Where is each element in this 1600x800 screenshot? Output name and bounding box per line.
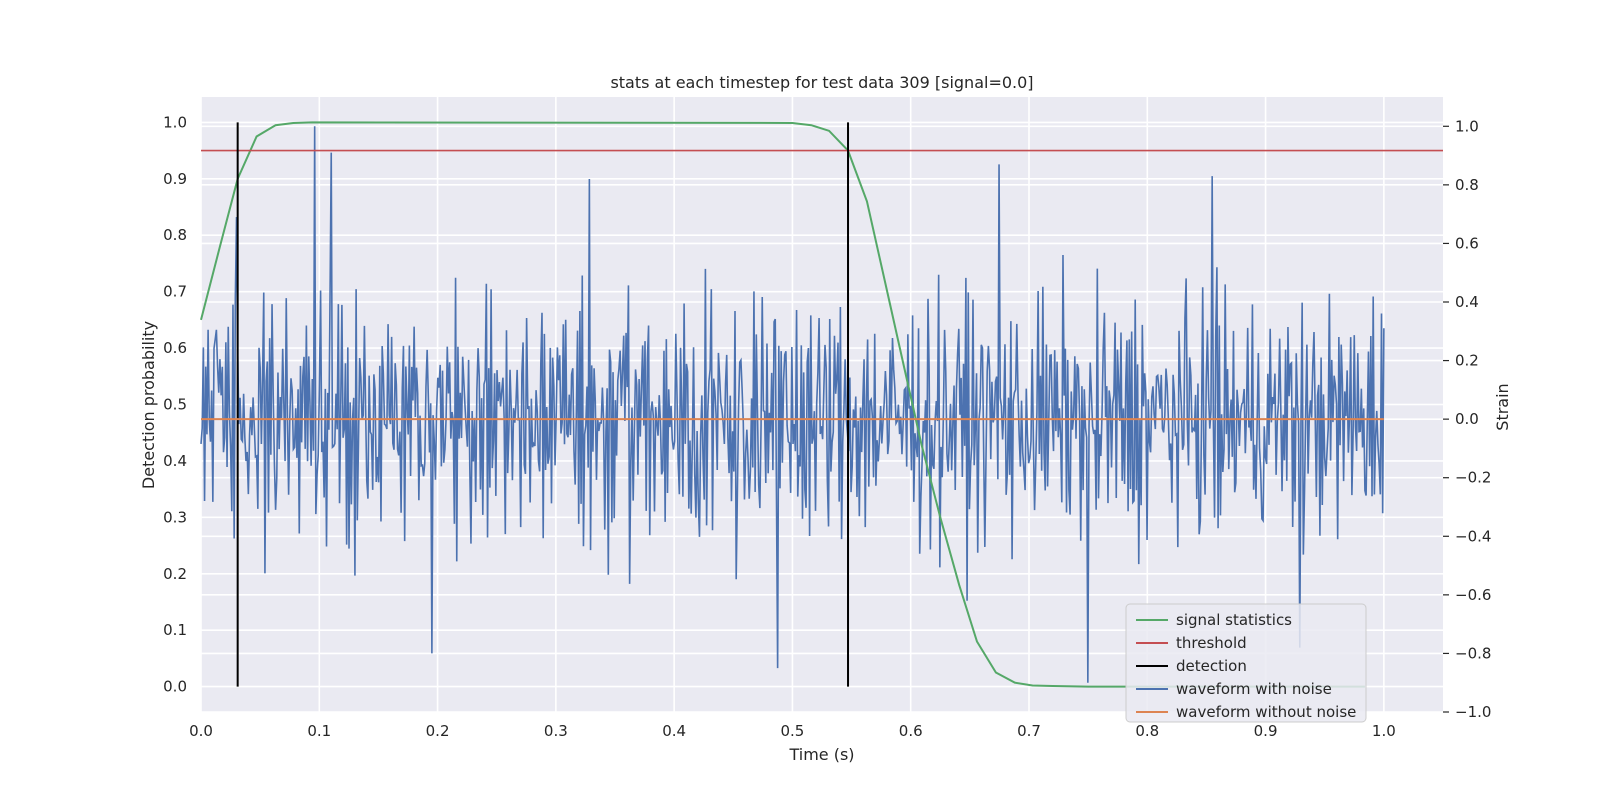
- x-tick-label: 0.8: [1135, 722, 1159, 740]
- y-tick-label-right: −0.2: [1455, 469, 1491, 487]
- legend-entry: waveform with noise: [1176, 680, 1332, 698]
- y-tick-label-right: 0.2: [1455, 352, 1479, 370]
- y-tick-label-left: 0.7: [163, 283, 187, 301]
- y-tick-label-right: 0.8: [1455, 176, 1479, 194]
- legend-entry: signal statistics: [1176, 611, 1292, 629]
- ticks: 0.0 0.1 0.2 0.3 0.4 0.5 0.6 0.7 0.8 0.9 1.0 0.0 0.1 0…: [163, 113, 1491, 740]
- waveform-with-noise-line: [200, 126, 1385, 683]
- y-tick-label-right: −0.4: [1455, 527, 1491, 545]
- y-tick-label-right: −0.8: [1455, 644, 1491, 662]
- y-tick-label-left: 0.9: [163, 170, 187, 188]
- y-tick-label-left: 0.0: [163, 678, 187, 696]
- x-tick-label: 0.3: [544, 722, 568, 740]
- legend-entry: threshold: [1176, 634, 1247, 652]
- legend: signal statistics threshold detection wavef…: [1125, 603, 1367, 723]
- x-tick-label: 1.0: [1372, 722, 1396, 740]
- y-tick-label-left: 0.4: [163, 452, 187, 470]
- x-tick-label: 0.9: [1254, 722, 1278, 740]
- x-axis-label: Time (s): [788, 745, 854, 764]
- x-tick-label: 0.6: [899, 722, 923, 740]
- y-tick-label-right: 0.0: [1455, 410, 1479, 428]
- legend-box: [1125, 603, 1367, 723]
- y-tick-label-right: 0.6: [1455, 234, 1479, 252]
- legend-entry: waveform without noise: [1176, 703, 1356, 721]
- legend-entry: detection: [1176, 657, 1247, 675]
- y-tick-label-left: 0.6: [163, 339, 187, 357]
- series-layer: [200, 121, 1443, 688]
- y-tick-label-left: 0.5: [163, 396, 187, 414]
- x-tick-label: 0.0: [189, 722, 213, 740]
- y-tick-label-right: −0.6: [1455, 586, 1491, 604]
- y-tick-label-left: 0.8: [163, 226, 187, 244]
- y-tick-label-right: 0.4: [1455, 293, 1479, 311]
- x-tick-label: 0.7: [1017, 722, 1041, 740]
- y-axis-label-right: Strain: [1493, 383, 1512, 430]
- signal-statistics-line: [200, 121, 1365, 688]
- chart-title: stats at each timestep for test data 309…: [610, 73, 1033, 92]
- x-tick-label: 0.1: [307, 722, 331, 740]
- y-tick-label-left: 0.1: [163, 621, 187, 639]
- y-tick-label-left: 0.3: [163, 508, 187, 526]
- y-tick-label-left: 1.0: [163, 113, 187, 131]
- x-tick-label: 0.4: [662, 722, 686, 740]
- x-tick-label: 0.5: [780, 722, 804, 740]
- y-tick-label-right: −1.0: [1455, 703, 1491, 721]
- y-tick-label-left: 0.2: [163, 565, 187, 583]
- y-axis-label-left: Detection probability: [139, 321, 158, 489]
- y-tick-label-right: 1.0: [1455, 117, 1479, 135]
- x-tick-label: 0.2: [426, 722, 450, 740]
